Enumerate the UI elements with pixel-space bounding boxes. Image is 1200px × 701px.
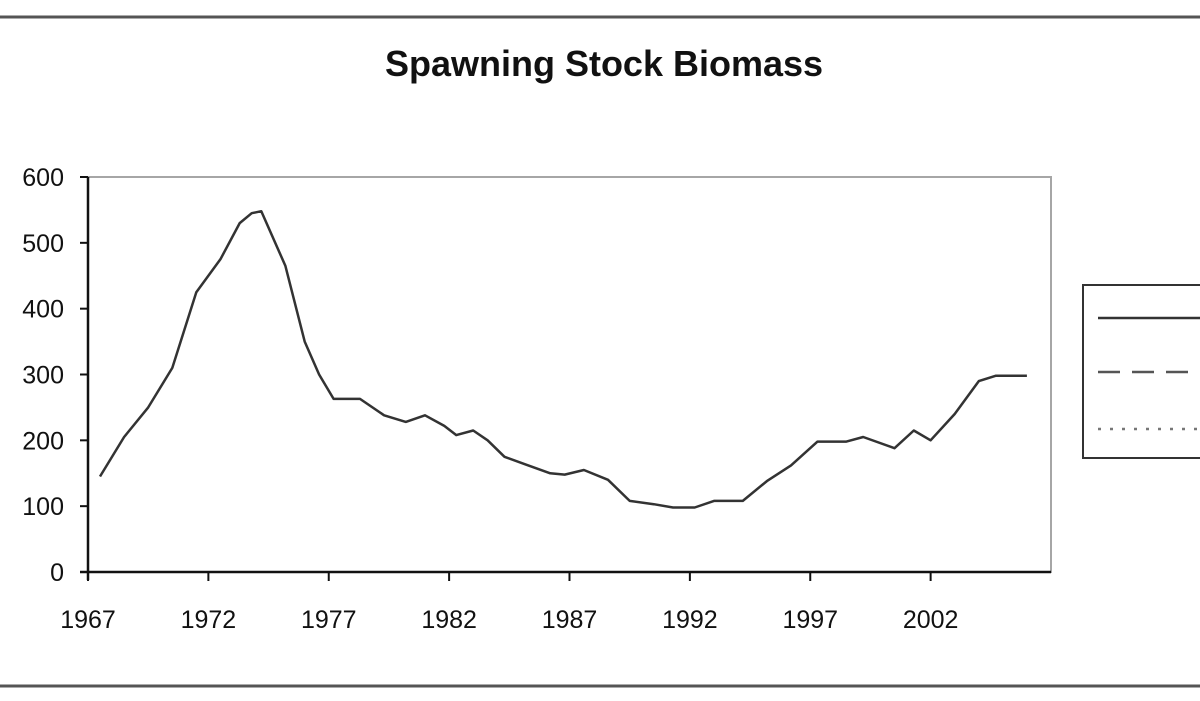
legend-entries <box>1098 316 1200 431</box>
series-line-0 <box>98 209 1027 509</box>
x-tick-label: 1982 <box>421 606 477 634</box>
y-tick-label: 400 <box>22 296 64 324</box>
x-tick-label: 1967 <box>60 606 116 634</box>
x-tick-label: 1972 <box>181 606 237 634</box>
x-tick-label: 1997 <box>782 606 838 634</box>
y-tick-label: 600 <box>22 164 64 192</box>
x-tick-label: 2002 <box>903 606 959 634</box>
x-tick-label: 1992 <box>662 606 718 634</box>
x-tick-label: 1977 <box>301 606 357 634</box>
chart-title: Spawning Stock Biomass <box>385 43 823 84</box>
legend <box>1082 284 1200 459</box>
y-tick-label: 300 <box>22 362 64 390</box>
y-tick-label: 100 <box>22 493 64 521</box>
y-tick-label: 200 <box>22 427 64 455</box>
series-layer <box>98 209 1027 509</box>
y-tick-label: 500 <box>22 230 64 258</box>
x-tick-label: 1987 <box>542 606 598 634</box>
axes: 0 100 200 300 400 500 600 1967 1972 1977 1982 1987 1… <box>22 164 1051 634</box>
y-tick-label: 0 <box>50 559 64 587</box>
